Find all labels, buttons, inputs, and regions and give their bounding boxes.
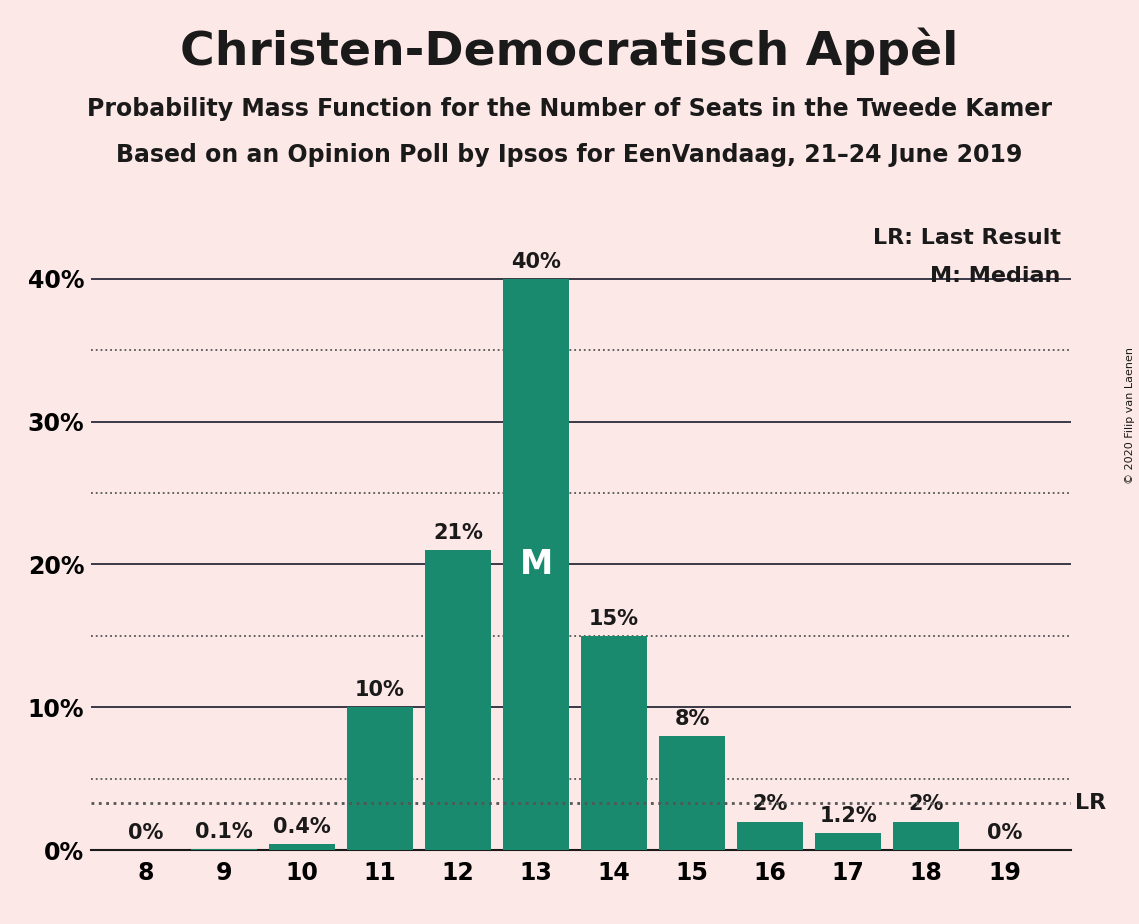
Bar: [269, 845, 335, 850]
Bar: [816, 833, 882, 850]
Bar: [581, 636, 647, 850]
Text: M: M: [519, 548, 552, 581]
Text: Probability Mass Function for the Number of Seats in the Tweede Kamer: Probability Mass Function for the Number…: [87, 97, 1052, 121]
Text: 2%: 2%: [909, 795, 944, 814]
Bar: [737, 821, 803, 850]
Text: 10%: 10%: [355, 680, 404, 700]
Bar: [346, 707, 413, 850]
Text: 2%: 2%: [753, 795, 788, 814]
Bar: [190, 848, 257, 850]
Bar: [502, 279, 570, 850]
Text: 0%: 0%: [128, 823, 163, 843]
Text: 21%: 21%: [433, 523, 483, 543]
Text: 40%: 40%: [511, 251, 560, 272]
Text: LR: Last Result: LR: Last Result: [872, 228, 1060, 248]
Bar: [893, 821, 959, 850]
Text: LR: LR: [1074, 793, 1106, 813]
Text: M: Median: M: Median: [931, 266, 1060, 286]
Text: 0.1%: 0.1%: [195, 821, 253, 842]
Text: 1.2%: 1.2%: [819, 806, 877, 826]
Text: © 2020 Filip van Laenen: © 2020 Filip van Laenen: [1125, 347, 1134, 484]
Bar: [425, 550, 491, 850]
Text: Christen-Democratisch Appèl: Christen-Democratisch Appèl: [180, 28, 959, 75]
Text: 0%: 0%: [986, 823, 1022, 843]
Text: 15%: 15%: [589, 609, 639, 628]
Text: 0.4%: 0.4%: [273, 817, 330, 837]
Text: Based on an Opinion Poll by Ipsos for EenVandaag, 21–24 June 2019: Based on an Opinion Poll by Ipsos for Ee…: [116, 143, 1023, 167]
Text: 8%: 8%: [674, 709, 710, 729]
Bar: [659, 736, 726, 850]
